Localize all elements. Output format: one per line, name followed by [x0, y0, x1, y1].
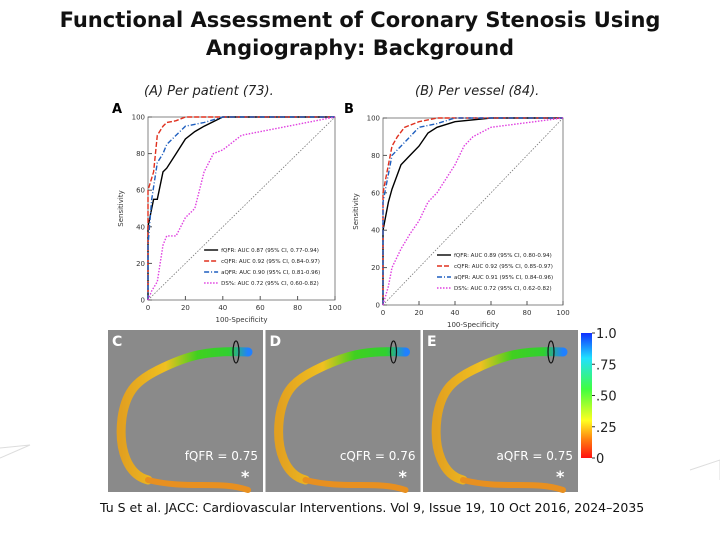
vessel-tail	[145, 477, 251, 493]
colorbar-label: 1.0	[596, 327, 617, 342]
legend-label: aQFR: AUC 0.91 (95% CI, 0.84-0.96)	[454, 275, 553, 281]
y-tick-label: 100	[367, 115, 380, 123]
y-tick-label: 20	[136, 260, 145, 268]
legend-label: DS%: AUC 0.72 (95% CI, 0.62-0.82)	[454, 286, 552, 292]
x-tick-label: 0	[381, 309, 385, 317]
legend-label: DS%: AUC 0.72 (95% CI, 0.60-0.82)	[221, 281, 319, 287]
y-tick-label: 0	[376, 302, 380, 310]
legend-label: cQFR: AUC 0.92 (95% CI, 0.85-0.97)	[454, 264, 553, 270]
vessel-tail	[460, 477, 566, 493]
marker: *	[399, 467, 408, 486]
y-tick-label: 20	[371, 264, 380, 272]
roc-curve	[382, 117, 563, 305]
lesion-marker	[547, 340, 555, 364]
panel-label: A	[112, 102, 122, 117]
y-tick-label: 40	[136, 223, 145, 231]
reference-diagonal	[382, 117, 564, 306]
panel-label: E	[427, 334, 437, 350]
vessel	[116, 347, 253, 485]
y-axis-label: Sensitivity	[352, 193, 360, 229]
roc-curve	[147, 116, 335, 300]
citation: Tu S et al. JACC: Cardiovascular Interve…	[100, 500, 645, 515]
qfr-label: fQFR = 0.75	[185, 449, 258, 463]
marker: *	[241, 467, 250, 486]
x-tick-label: 80	[293, 304, 302, 312]
colorbar-label: 0	[596, 452, 604, 467]
decor	[689, 459, 720, 480]
x-tick-label: 60	[487, 309, 496, 317]
colorbar-label: .50	[596, 390, 617, 405]
decor	[0, 444, 31, 459]
y-tick-label: 100	[132, 114, 145, 122]
vessel	[431, 347, 568, 485]
x-tick-label: 100	[556, 309, 569, 317]
colorbar	[581, 333, 592, 458]
panel-label: B	[344, 102, 354, 117]
legend-label: fQFR: AUC 0.87 (95% CI, 0.77-0.94)	[221, 248, 319, 254]
y-tick-label: 60	[371, 189, 380, 197]
lesion-marker	[389, 340, 398, 364]
x-tick-label: 0	[146, 304, 150, 312]
x-tick-label: 20	[415, 309, 424, 317]
x-tick-label: 60	[256, 304, 265, 312]
x-tick-label: 100	[328, 304, 341, 312]
vessel	[274, 347, 410, 485]
y-axis-label: Sensitivity	[117, 190, 125, 226]
roc-curve	[382, 117, 563, 305]
lesion-marker	[232, 340, 240, 364]
title-box: Functional Assessment of Coronary Stenos…	[0, 6, 720, 62]
y-tick-label: 80	[371, 152, 380, 160]
caption: (B) Per vessel (84).	[415, 84, 540, 99]
x-axis-label: 100-Specificity	[447, 321, 499, 329]
roc-curve	[382, 117, 563, 305]
qfr-label: cQFR = 0.76	[340, 449, 416, 463]
vessel-tail	[302, 477, 409, 493]
caption: (A) Per patient (73).	[144, 84, 274, 99]
roc-curve	[147, 116, 336, 301]
legend-label: fQFR: AUC 0.89 (95% CI, 0.80-0.94)	[454, 253, 552, 259]
x-tick-label: 20	[181, 304, 190, 312]
x-tick-label: 40	[218, 304, 227, 312]
y-tick-label: 0	[141, 297, 145, 305]
panel-label: C	[112, 334, 122, 350]
roc-curve	[147, 116, 335, 300]
legend-label: cQFR: AUC 0.92 (95% CI, 0.84-0.97)	[221, 259, 320, 265]
x-tick-label: 40	[451, 309, 460, 317]
roc-curve	[382, 117, 564, 306]
x-tick-label: 80	[523, 309, 532, 317]
legend-label: aQFR: AUC 0.90 (95% CI, 0.81-0.96)	[221, 270, 320, 276]
y-tick-label: 60	[136, 187, 145, 195]
x-axis-label: 100-Specificity	[216, 316, 268, 324]
marker: *	[556, 467, 565, 486]
slide-title: Functional Assessment of Coronary Stenos…	[59, 8, 661, 60]
colorbar-label: .75	[596, 358, 617, 373]
y-tick-label: 80	[136, 150, 145, 158]
colorbar-label: .25	[596, 421, 617, 436]
y-tick-label: 40	[371, 227, 380, 235]
qfr-label: aQFR = 0.75	[497, 449, 573, 463]
roc-curve	[147, 116, 335, 300]
panel-label: D	[270, 334, 282, 350]
